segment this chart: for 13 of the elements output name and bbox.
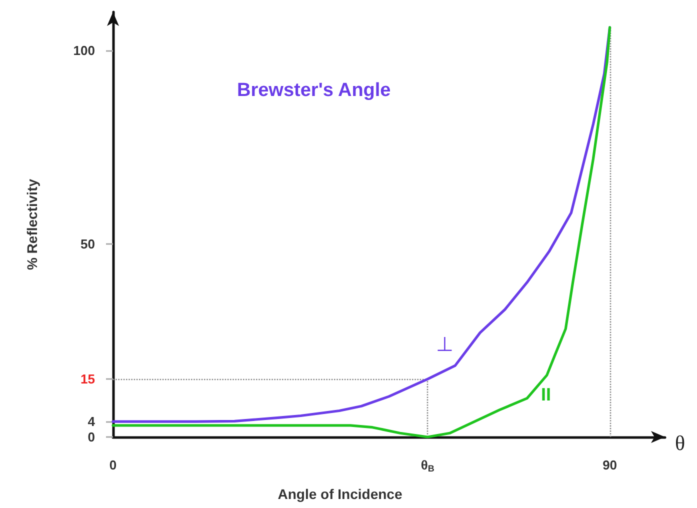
text: θ bbox=[675, 431, 686, 455]
x-tick-label: 0 bbox=[109, 458, 117, 472]
x-axis-title: Angle of Incidence bbox=[278, 486, 402, 502]
y-tick-label: 15 bbox=[80, 372, 95, 387]
text: Brewster's Angle bbox=[237, 80, 391, 101]
series-label: ⊥ bbox=[436, 334, 454, 356]
y-tick-label: 50 bbox=[80, 236, 95, 252]
y-axis-title: % Reflectivity bbox=[24, 178, 40, 270]
x-tick-label: 90 bbox=[602, 458, 618, 472]
y-tick-label: 4 bbox=[88, 414, 96, 430]
y-tick-label: 0 bbox=[88, 430, 95, 444]
series-label: II bbox=[541, 384, 552, 404]
y-tick-label: 100 bbox=[73, 43, 95, 58]
